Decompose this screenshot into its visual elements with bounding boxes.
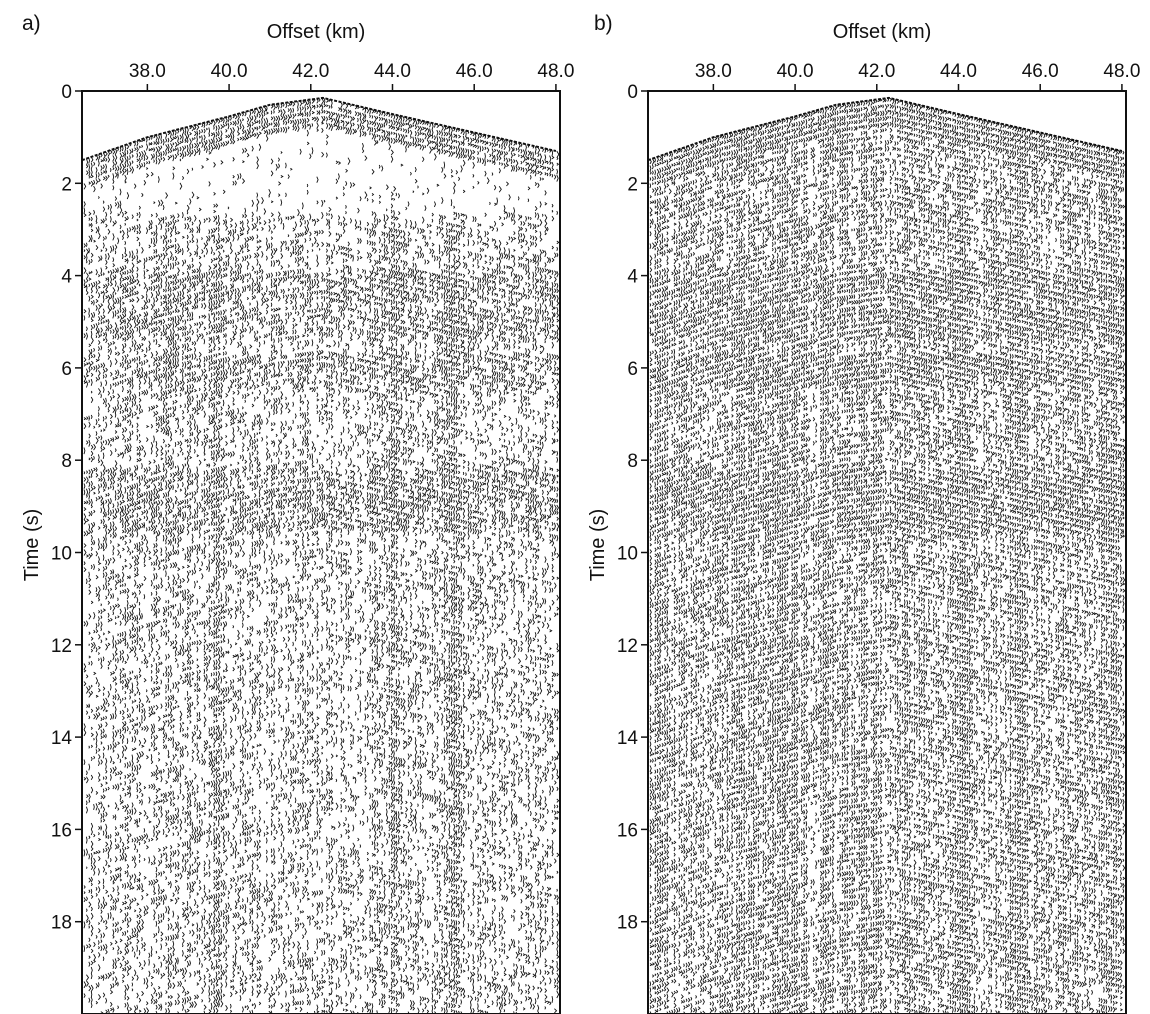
- panel-a-seismic-traces: [81, 96, 560, 1014]
- panel-b-x-ticks: 38.0 40.0 42.0 44.0 46.0 48.0: [695, 61, 1140, 91]
- panel-a-x-tick-label: 46.0: [456, 61, 493, 82]
- panel-b-y-tick-label: 4: [627, 267, 638, 288]
- panel-b-x-tick-label: 46.0: [1022, 61, 1059, 82]
- panel-a-x-tick-label: 40.0: [211, 61, 248, 82]
- panel-b-x-tick-label: 44.0: [940, 61, 977, 82]
- panel-a-y-tick-label: 0: [61, 82, 72, 103]
- panel-a-label: a): [22, 12, 41, 35]
- panel-a-y-tick-label: 16: [51, 820, 72, 841]
- panel-b-y-tick-label: 2: [627, 174, 638, 195]
- panel-b-y-tick-label: 16: [617, 820, 638, 841]
- panel-a-y-tick-label: 12: [51, 636, 72, 657]
- panel-b-y-tick-label: 8: [627, 451, 638, 472]
- panel-a-y-tick-label: 6: [61, 359, 72, 380]
- panel-a-x-tick-label: 44.0: [374, 61, 411, 82]
- panel-a-y-tick-label: 2: [61, 174, 72, 195]
- panel-a-x-tick-label: 48.0: [537, 61, 574, 82]
- panel-a-x-ticks: 38.0 40.0 42.0 44.0 46.0 48.0: [129, 61, 574, 91]
- panel-b-x-tick-label: 38.0: [695, 61, 732, 82]
- panel-a-x-tick-label: 38.0: [129, 61, 166, 82]
- panel-b-y-tick-label: 6: [627, 359, 638, 380]
- panel-a-x-axis-title: Offset (km): [267, 21, 366, 43]
- panel-b-label: b): [594, 12, 613, 35]
- panel-b-x-tick-label: 40.0: [777, 61, 814, 82]
- panel-a-y-tick-label: 18: [51, 913, 72, 934]
- panel-a-y-ticks: 0 2 4 6 8 10 12 14 16 18: [51, 82, 82, 934]
- panel-b-x-tick-label: 48.0: [1103, 61, 1140, 82]
- panel-a-y-tick-label: 14: [51, 728, 73, 749]
- panel-a-y-tick-label: 8: [61, 451, 72, 472]
- panel-a-y-tick-label: 4: [61, 267, 72, 288]
- panel-a-trace-wiggles: [83, 97, 560, 1014]
- panel-a: a) Offset (km) Time (s) 38.0 40.0 42.0 44.0…: [21, 12, 574, 1014]
- panel-b-y-tick-label: 14: [617, 728, 639, 749]
- panel-b: b) Offset (km) Time (s) 38.0 40.0 42.0 44.0…: [587, 12, 1140, 1014]
- panel-b-y-tick-label: 12: [617, 636, 638, 657]
- panel-a-y-axis-title: Time (s): [21, 509, 43, 582]
- panel-b-first-break: [647, 96, 1123, 162]
- panel-a-x-tick-label: 42.0: [292, 61, 329, 82]
- panel-b-x-axis-title: Offset (km): [833, 21, 932, 43]
- panel-b-y-axis-title: Time (s): [587, 509, 609, 582]
- panel-b-trace-wiggles: [649, 97, 1126, 1014]
- panel-b-y-tick-label: 0: [627, 82, 638, 103]
- panel-b-seismic-traces: [647, 96, 1126, 1014]
- panel-b-y-ticks: 0 2 4 6 8 10 12 14 16 18: [617, 82, 648, 934]
- panel-b-y-tick-label: 10: [617, 544, 638, 565]
- panel-a-first-break: [81, 96, 557, 162]
- panel-a-y-tick-label: 10: [51, 544, 72, 565]
- panel-b-x-tick-label: 42.0: [858, 61, 895, 82]
- panel-b-y-tick-label: 18: [617, 913, 638, 934]
